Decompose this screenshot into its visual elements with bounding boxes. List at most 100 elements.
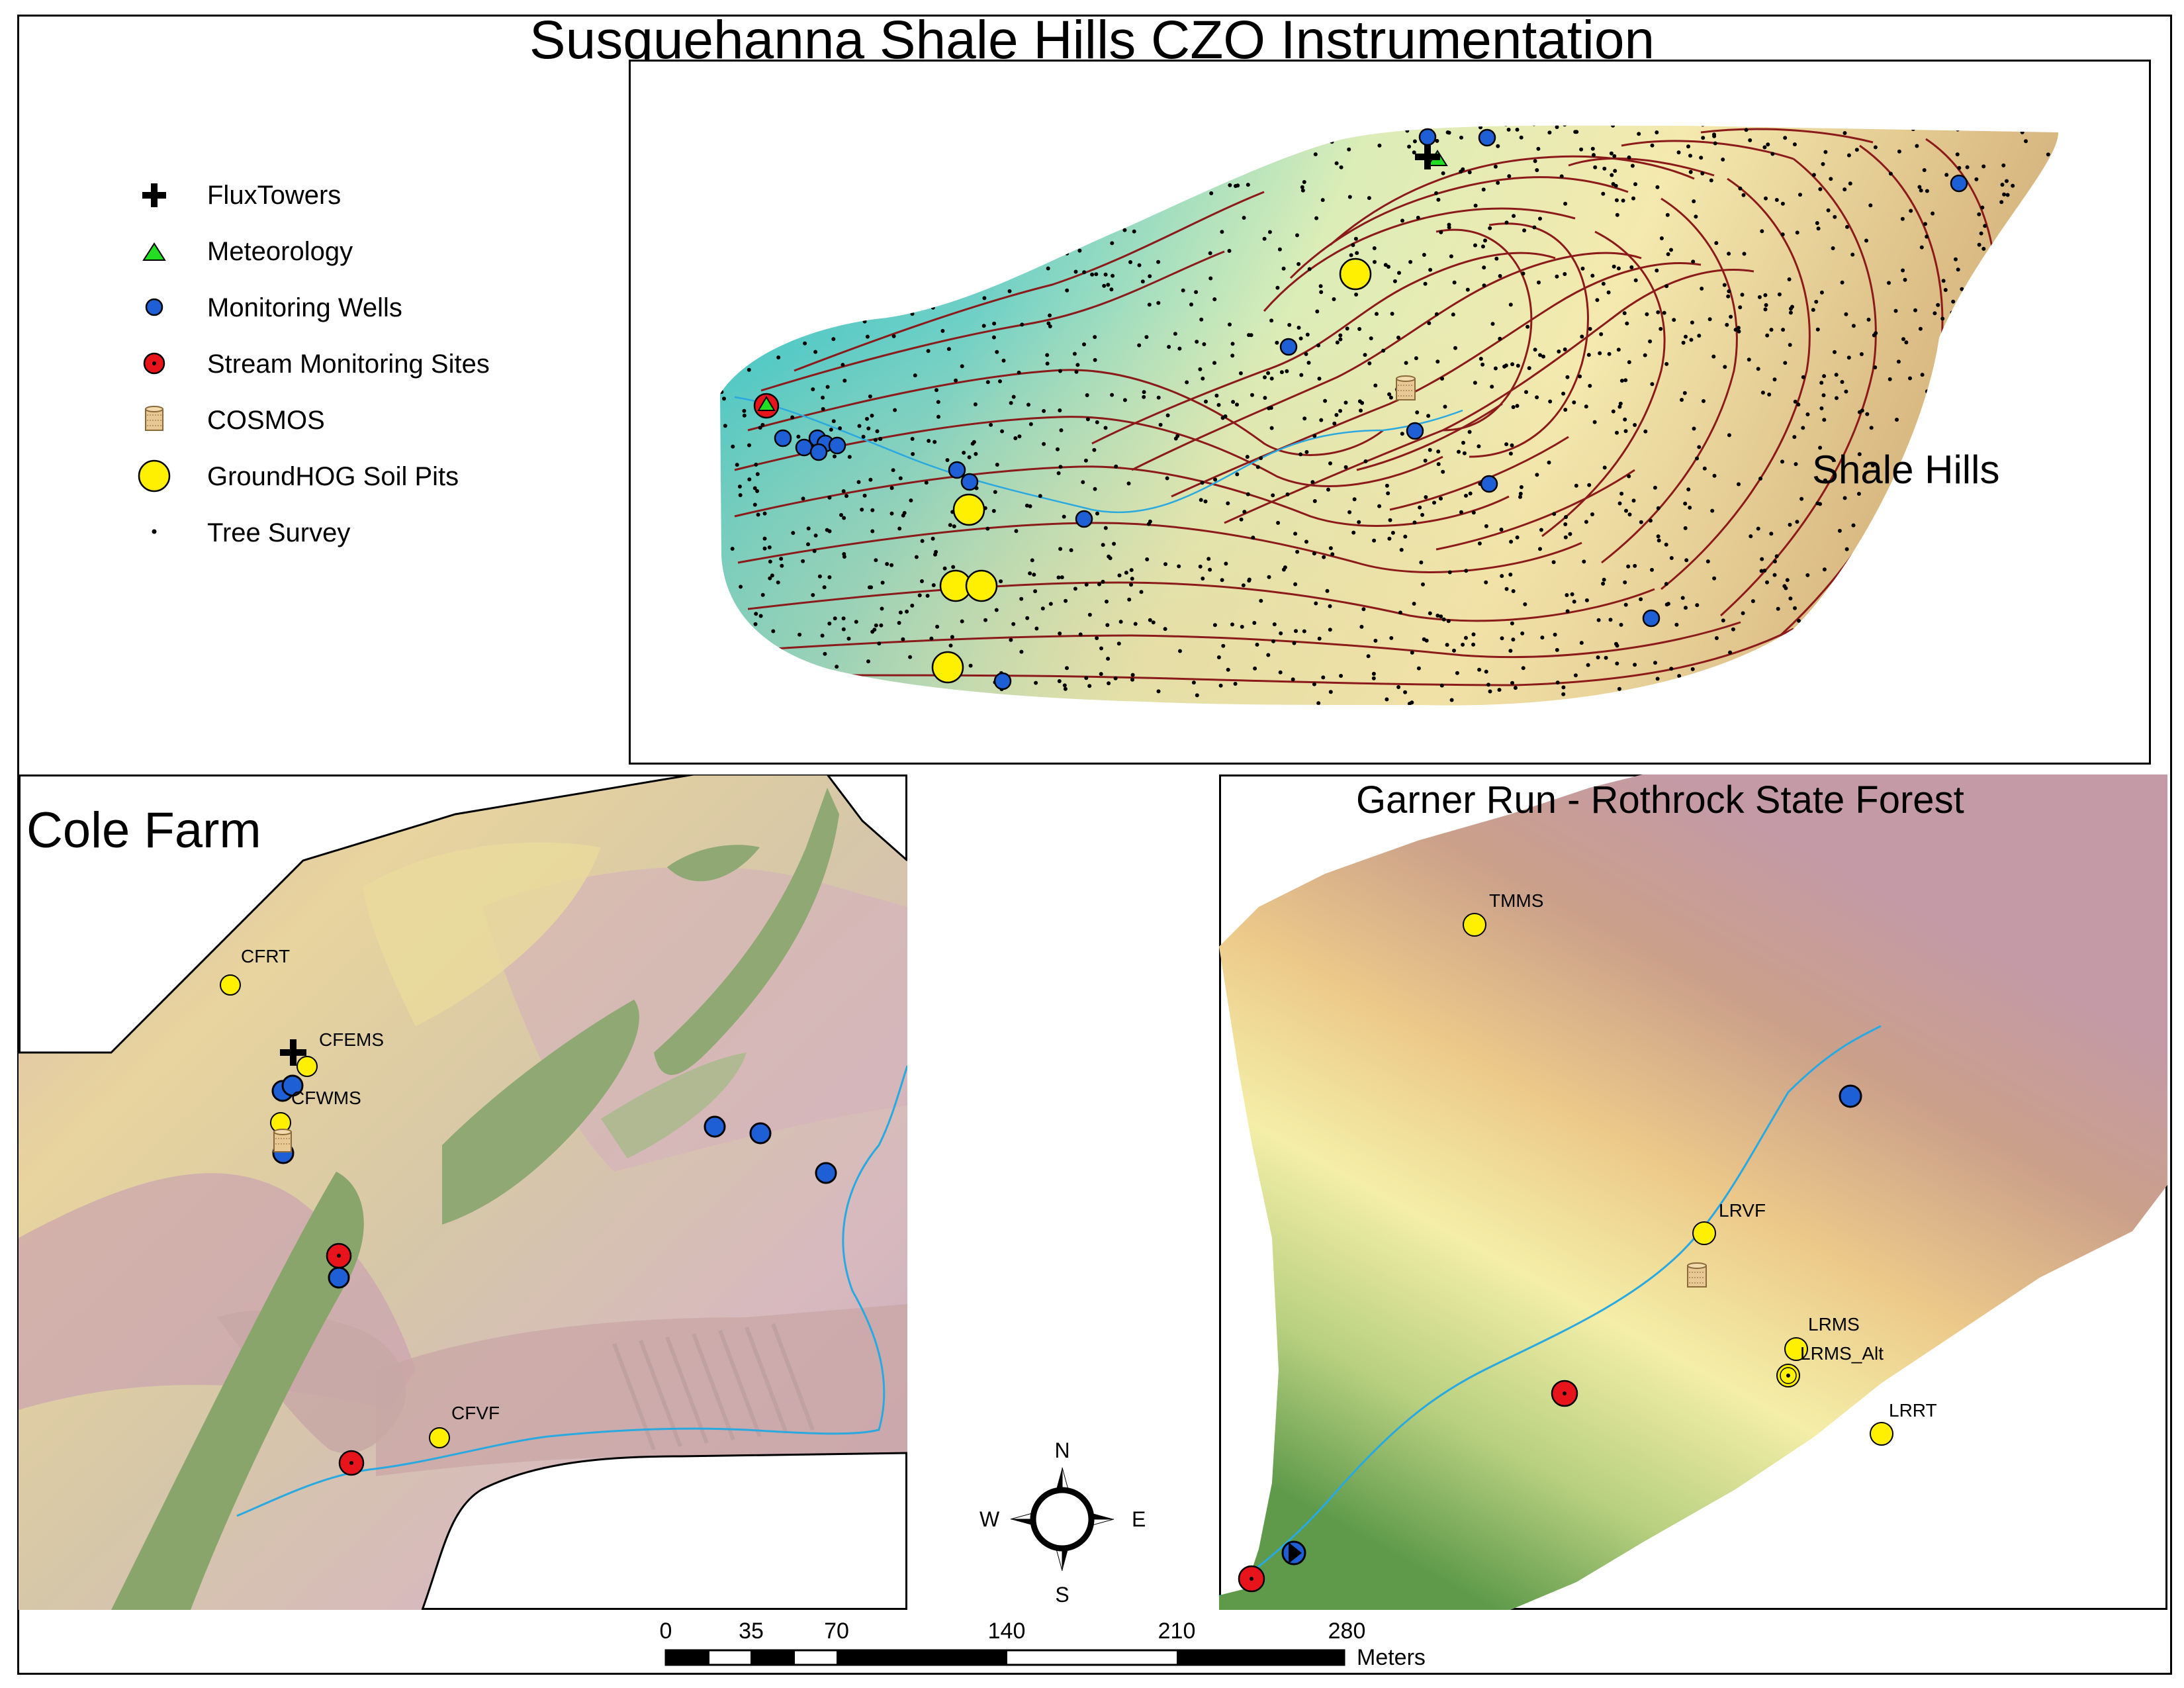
garner-run-label: Garner Run - Rothrock State Forest — [1356, 778, 1964, 821]
tree-survey-point — [1737, 482, 1741, 487]
tree-survey-point — [760, 422, 765, 427]
tree-survey-point — [829, 428, 833, 432]
tree-survey-point — [825, 385, 830, 389]
tree-survey-point — [1048, 602, 1053, 606]
tree-survey-point — [1835, 396, 1839, 400]
well-point — [809, 443, 828, 461]
tree-survey-point — [1283, 565, 1287, 570]
tree-survey-point — [1888, 171, 1893, 176]
tree-survey-point — [1656, 534, 1661, 539]
tree-survey-point — [1764, 196, 1768, 201]
tree-survey-point — [1385, 697, 1389, 702]
tree-survey-point — [1009, 637, 1013, 642]
tree-survey-point — [1500, 574, 1504, 579]
tree-survey-point — [1525, 324, 1530, 329]
soil-pit-point — [1339, 258, 1372, 291]
tree-survey-point — [1683, 501, 1688, 506]
tree-survey-point — [1615, 661, 1619, 666]
soil-pit-point — [931, 651, 964, 684]
tree-survey-point — [1833, 214, 1837, 219]
tree-survey-point — [1570, 592, 1574, 596]
tree-survey-point — [1490, 322, 1495, 326]
tree-survey-point — [1387, 265, 1390, 269]
tree-survey-point — [1843, 187, 1847, 192]
tree-survey-point — [1901, 337, 1905, 342]
tree-survey-point — [833, 616, 837, 621]
tree-survey-point — [1690, 667, 1695, 671]
tree-survey-point — [735, 463, 739, 467]
tree-survey-point — [1084, 676, 1089, 680]
tree-survey-point — [1388, 518, 1392, 522]
tree-survey-point — [1032, 573, 1036, 577]
tree-survey-point — [1843, 496, 1847, 500]
shale-hills-label: Shale Hills — [1812, 447, 1999, 492]
tree-survey-point — [1821, 162, 1825, 166]
tree-survey-point — [1639, 520, 1643, 524]
tree-survey-point — [1957, 165, 1962, 170]
tree-survey-point — [1510, 362, 1515, 367]
tree-survey-point — [1533, 348, 1537, 352]
tree-survey-point — [1561, 692, 1566, 696]
garner-run-map: Garner Run - Rothrock State Forest — [1219, 774, 2167, 1610]
tree-survey-point — [1944, 173, 1949, 177]
tree-survey-point — [1441, 171, 1445, 175]
well-point — [1075, 510, 1093, 528]
tree-survey-point — [1738, 305, 1743, 310]
tree-survey-point — [1619, 622, 1623, 627]
tree-survey-point — [1147, 303, 1152, 307]
site-label-lrrt: LRRT — [1889, 1400, 1937, 1421]
tree-survey-point — [1126, 481, 1131, 486]
tree-survey-point — [1859, 352, 1864, 356]
tree-survey-point — [1631, 498, 1636, 503]
terrain-stripes — [612, 1323, 815, 1451]
tree-survey-point — [1561, 685, 1566, 690]
tree-survey-point — [1412, 602, 1416, 606]
tree-survey-point — [1109, 287, 1114, 292]
tree-survey-point — [1275, 340, 1279, 345]
tree-survey-point — [1428, 447, 1432, 452]
tree-survey-point — [1139, 590, 1144, 594]
tree-survey-point — [982, 296, 987, 301]
tree-survey-point — [1780, 459, 1784, 464]
tree-survey-point — [1269, 318, 1274, 323]
tree-survey-point — [1565, 375, 1570, 379]
tree-survey-point — [1774, 554, 1779, 559]
tree-survey-point — [1110, 393, 1115, 397]
tree-survey-point — [1701, 136, 1706, 140]
stream-monitoring-site — [326, 1243, 352, 1269]
tree-survey-point — [1461, 440, 1465, 445]
tree-survey-point — [1580, 334, 1584, 339]
tree-survey-point — [1218, 683, 1223, 688]
tree-survey-point — [1756, 526, 1760, 531]
tree-survey-point — [1085, 393, 1089, 397]
tree-survey-point — [1900, 216, 1905, 221]
tree-survey-point — [762, 536, 767, 541]
tree-survey-point — [768, 559, 772, 564]
tree-survey-point — [758, 614, 763, 618]
blue-dot-icon — [145, 298, 163, 316]
tree-survey-point — [1740, 293, 1745, 297]
tree-survey-point — [1706, 559, 1710, 564]
tree-survey-point — [1666, 252, 1670, 256]
tree-survey-point — [1563, 201, 1568, 206]
tree-survey-point — [1412, 139, 1417, 144]
tree-survey-point — [1328, 604, 1332, 608]
tree-survey-point — [812, 549, 817, 553]
tree-survey-point — [1781, 328, 1786, 332]
tree-survey-point — [950, 635, 954, 639]
tree-survey-point — [1561, 391, 1566, 396]
tree-survey-point — [827, 529, 832, 534]
tree-survey-point — [891, 468, 895, 473]
stream-monitoring-site — [1238, 1565, 1265, 1593]
tree-survey-point — [1124, 571, 1128, 575]
tree-survey-point — [1650, 143, 1655, 148]
tree-survey-point — [1760, 557, 1764, 561]
tree-survey-point — [1552, 512, 1557, 516]
tree-survey-point — [910, 437, 915, 441]
tree-survey-point — [755, 489, 760, 493]
tree-survey-point — [1227, 249, 1232, 253]
tree-survey-point — [790, 415, 795, 420]
tree-survey-point — [1252, 621, 1257, 625]
tree-survey-point — [731, 444, 735, 449]
